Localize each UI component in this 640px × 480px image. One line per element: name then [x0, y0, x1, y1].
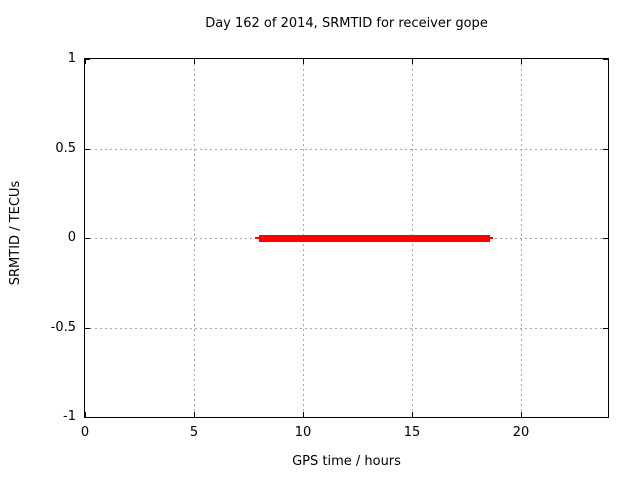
y-gridline	[85, 149, 608, 150]
x-axis-label: GPS time / hours	[292, 454, 401, 469]
x-tick-mark	[303, 59, 304, 64]
y-axis-label: SRMTID / TECUs	[8, 180, 23, 286]
y-tick-label: 0.5	[55, 141, 76, 156]
x-tick-label: 15	[403, 425, 421, 440]
y-gridline	[85, 328, 608, 329]
y-tick-mark	[603, 417, 608, 418]
y-tick-mark	[603, 149, 608, 150]
chart-title: Day 162 of 2014, SRMTID for receiver gop…	[205, 16, 488, 31]
y-tick-mark	[85, 149, 90, 150]
x-tick-mark	[412, 59, 413, 64]
plot-area	[84, 58, 609, 418]
y-tick-mark	[85, 328, 90, 329]
y-tick-mark	[85, 238, 90, 239]
x-tick-mark	[194, 59, 195, 64]
x-tick-mark	[521, 412, 522, 417]
y-tick-mark	[85, 417, 90, 418]
x-tick-label: 0	[80, 425, 90, 440]
x-tick-mark	[85, 59, 86, 64]
x-tick-label: 20	[512, 425, 530, 440]
x-tick-mark	[303, 412, 304, 417]
x-tick-mark	[194, 412, 195, 417]
y-tick-mark	[603, 59, 608, 60]
y-tick-label: -0.5	[50, 320, 76, 335]
x-tick-mark	[85, 412, 86, 417]
y-tick-mark	[603, 328, 608, 329]
y-tick-label: 1	[67, 51, 76, 66]
x-tick-label: 5	[189, 425, 199, 440]
series-srmtid-segment	[259, 235, 490, 242]
x-tick-mark	[412, 412, 413, 417]
y-tick-mark	[603, 238, 608, 239]
y-tick-mark	[85, 59, 90, 60]
x-tick-label: 10	[294, 425, 312, 440]
y-tick-label: -1	[63, 409, 76, 424]
x-tick-mark	[521, 59, 522, 64]
y-tick-label: 0	[67, 230, 76, 245]
